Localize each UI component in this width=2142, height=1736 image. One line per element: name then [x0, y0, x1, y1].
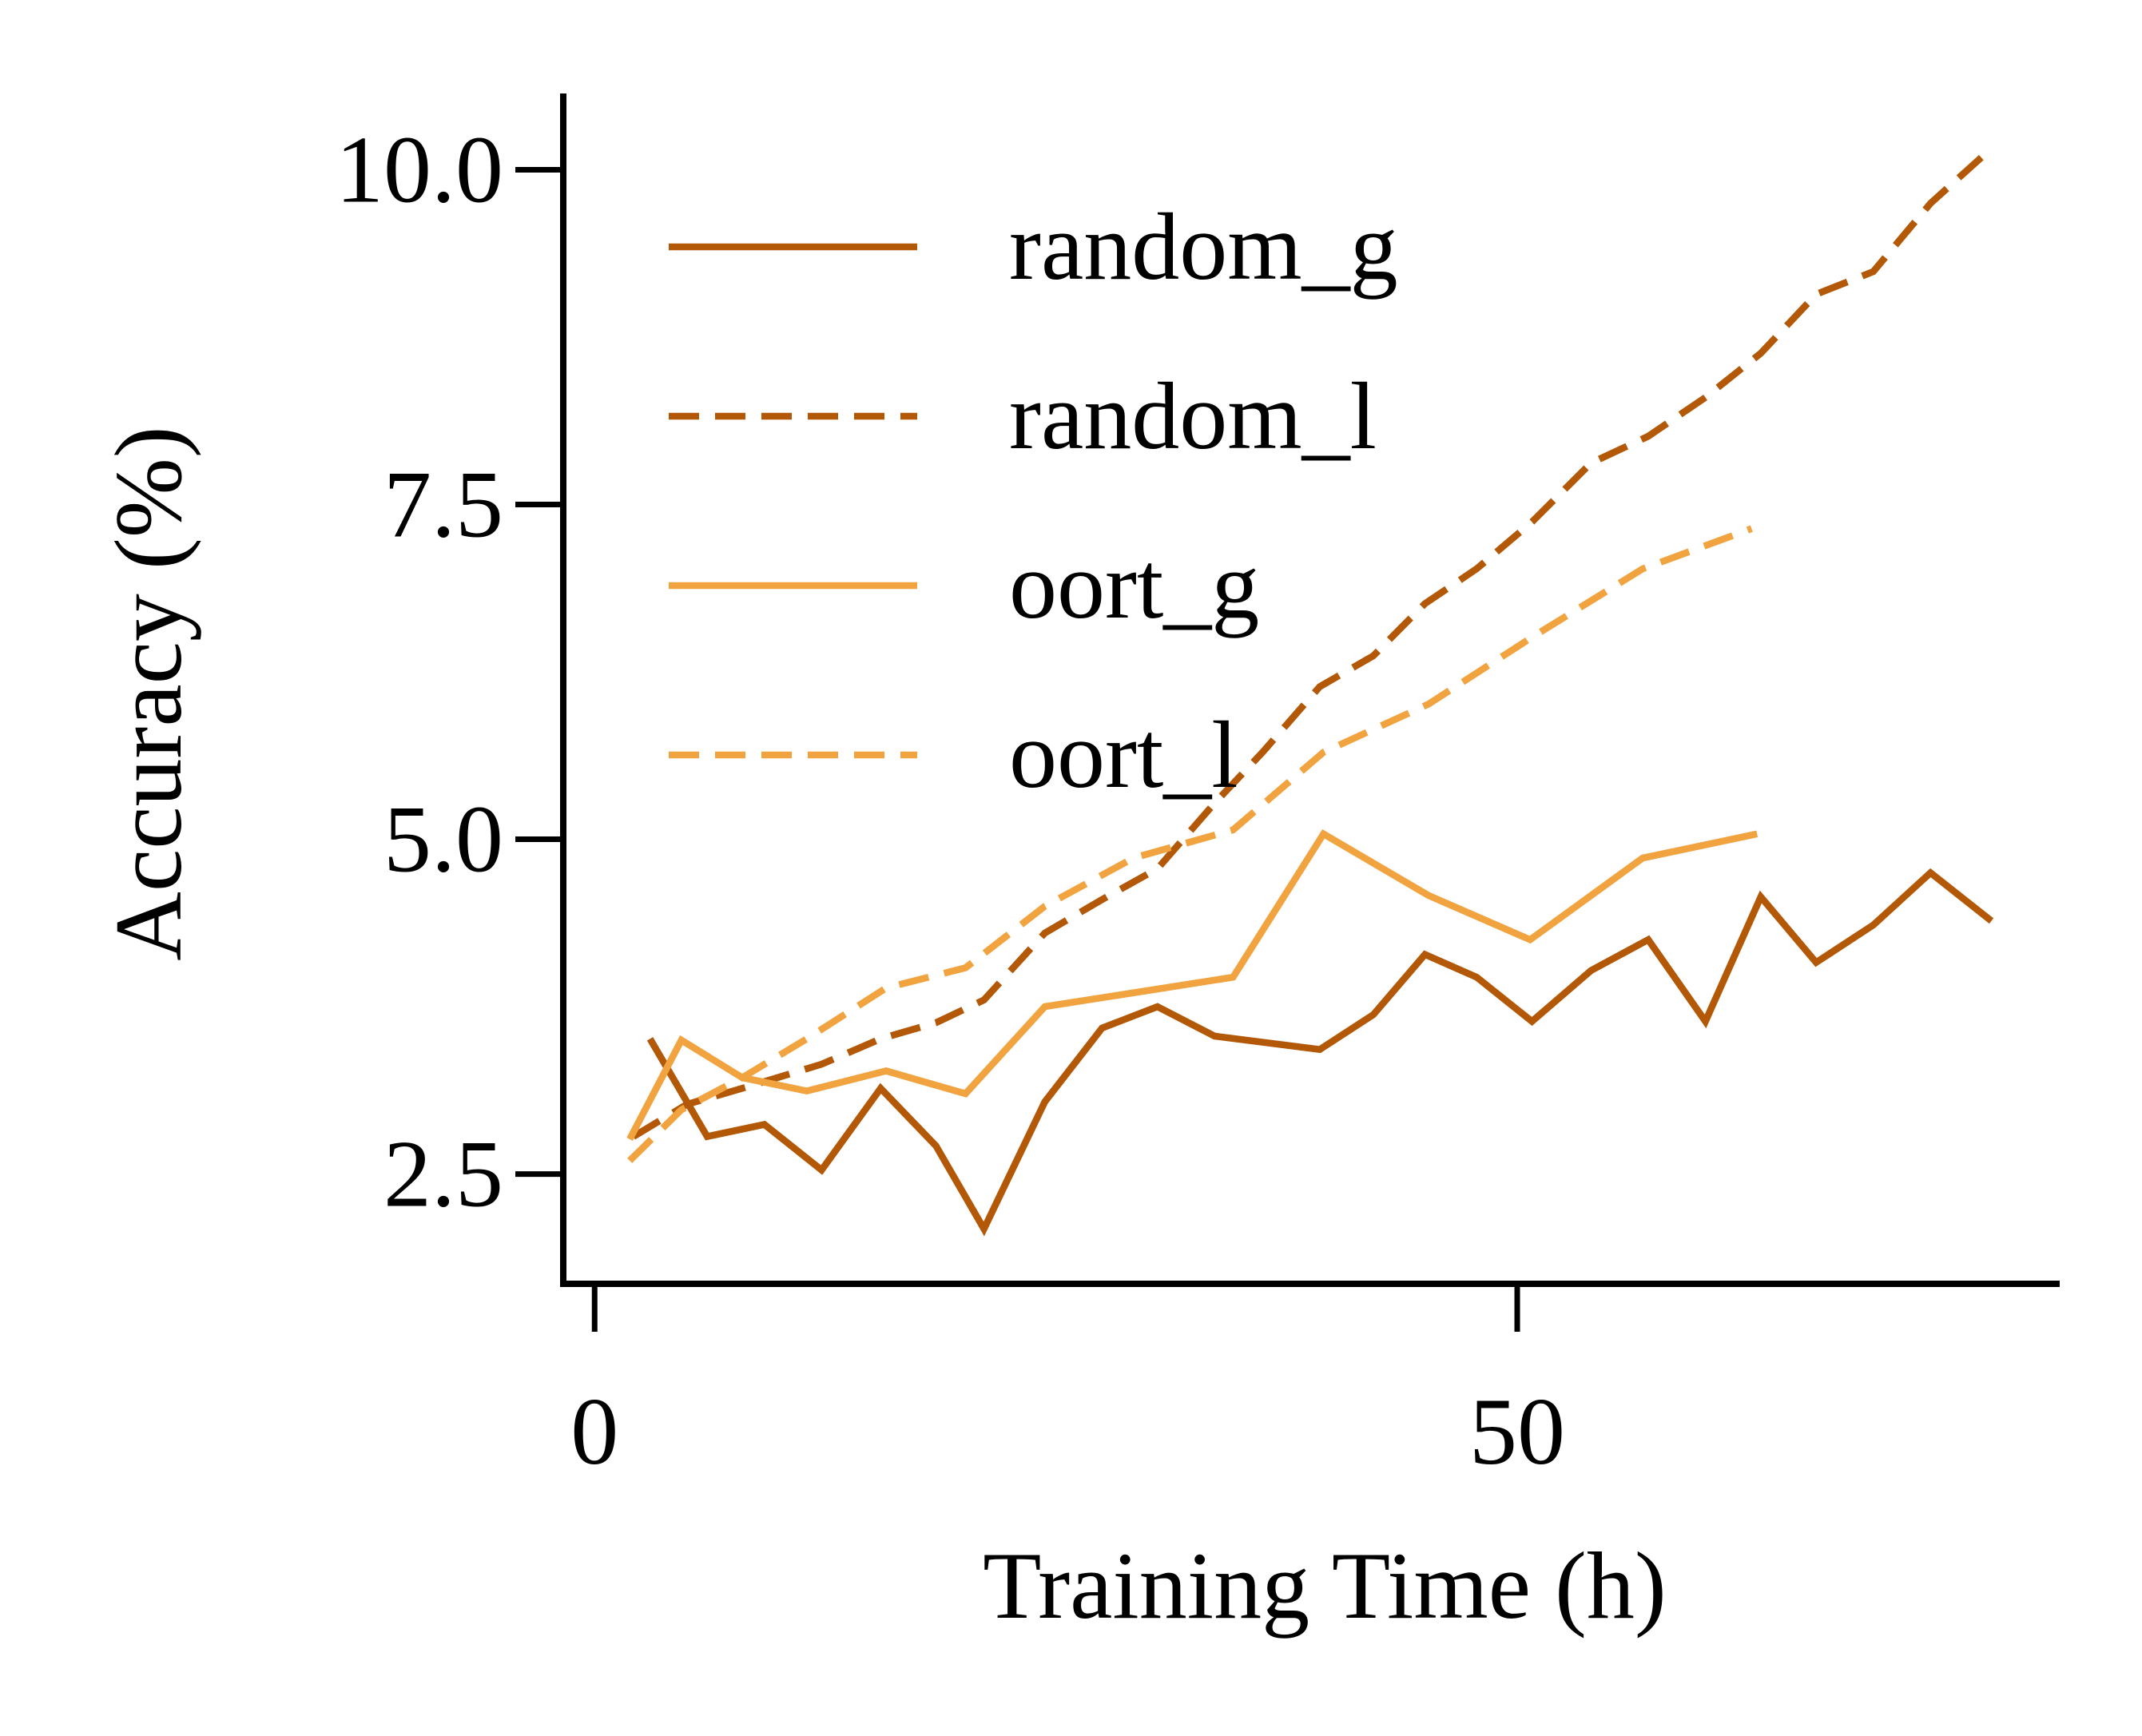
legend-label: random_g — [1009, 193, 1398, 300]
series-line — [627, 525, 1753, 1163]
x-tick-label: 50 — [1469, 1378, 1565, 1484]
y-tick-label: 10.0 — [336, 117, 503, 223]
y-tick-label: 5.0 — [383, 786, 503, 892]
legend-label: random_l — [1009, 363, 1377, 469]
legend-label: oort_g — [1009, 532, 1259, 638]
x-axis-label: Training Time (h) — [983, 1532, 1667, 1639]
legend-label: oort_l — [1009, 701, 1238, 808]
y-axis-label: Accuracy (%) — [95, 426, 201, 961]
series-line — [646, 868, 1994, 1237]
y-tick-label: 2.5 — [383, 1121, 503, 1227]
series-line — [631, 145, 1994, 1140]
series-line — [626, 829, 1759, 1141]
y-tick-label: 7.5 — [383, 451, 503, 558]
x-tick-label: 0 — [570, 1378, 618, 1484]
